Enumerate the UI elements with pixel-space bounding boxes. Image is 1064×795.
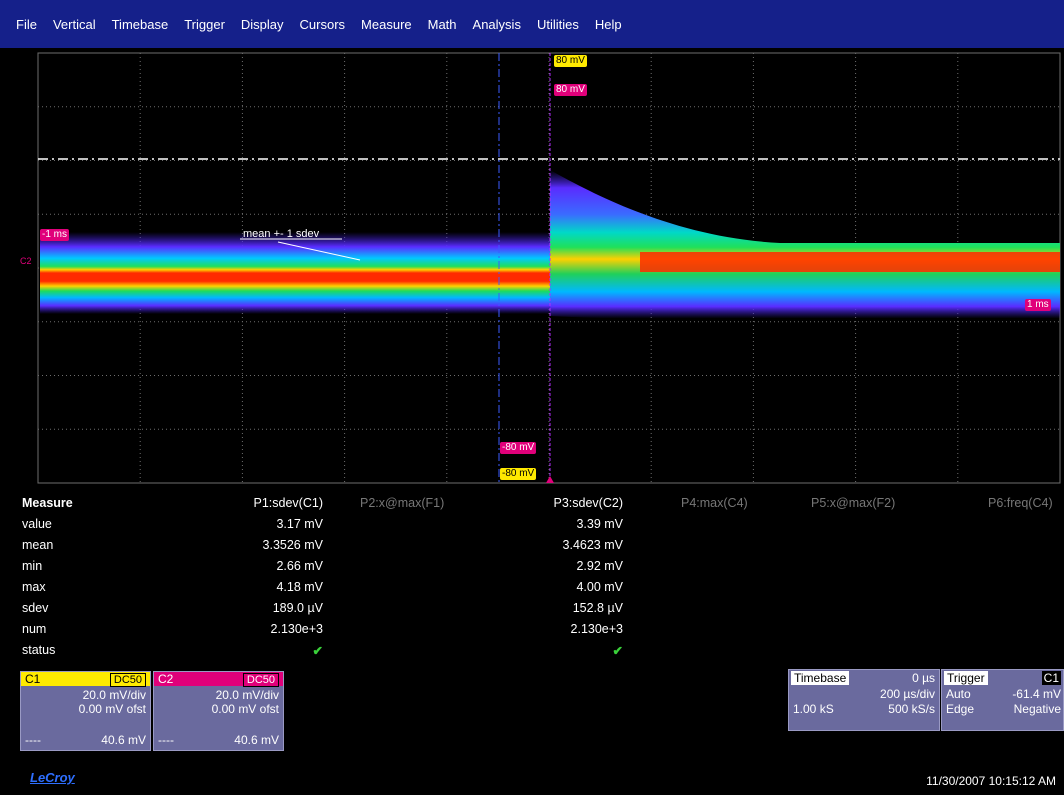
c2-vdiv: 20.0 mV/div [215, 688, 279, 702]
trace-c2-persistence [550, 170, 1060, 319]
trace-c1-persistence [40, 232, 550, 314]
c1-foot-right: 40.6 mV [101, 733, 146, 747]
row-label: sdev [22, 601, 49, 615]
p1-status-check-icon: ✔ [312, 644, 323, 658]
row-label: max [22, 580, 46, 594]
param-p4[interactable]: P4:max(C4) [681, 496, 748, 510]
p3-max: 4.00 mV [576, 580, 623, 594]
p1-min: 2.66 mV [276, 559, 323, 573]
trigger-source: C1 [1041, 671, 1061, 685]
p1-max: 4.18 mV [276, 580, 323, 594]
p1-num: 2.130e+3 [270, 622, 323, 636]
c2-offset: 0.00 mV ofst [211, 702, 279, 716]
menu-math[interactable]: Math [427, 16, 457, 32]
menu-file[interactable]: File [16, 16, 37, 32]
row-label: mean [22, 538, 54, 552]
param-p5[interactable]: P5:x@max(F2) [811, 496, 896, 510]
p1-sdev: 189.0 µV [272, 601, 323, 615]
param-p1[interactable]: P1:sdev(C1) [253, 496, 323, 510]
trigger-descriptor[interactable]: Trigger C1 Auto -61.4 mV Edge Negative [941, 669, 1064, 731]
waveform-display[interactable]: mean +- 1 sdev C2 80 mV 80 mV -80 mV -80… [0, 48, 1064, 488]
c1-offset: 0.00 mV ofst [78, 702, 146, 716]
p3-num: 2.130e+3 [570, 622, 623, 636]
timebase-descriptor[interactable]: Timebase 0 µs 200 µs/div 1.00 kS 500 kS/… [788, 669, 940, 731]
menu-cursors[interactable]: Cursors [299, 16, 346, 32]
measure-header-row: Measure P1:sdev(C1) P2:x@max(F1) P3:sdev… [0, 496, 1064, 516]
p3-mean: 3.4623 mV [562, 538, 623, 552]
waveform-canvas: mean +- 1 sdev C2 [20, 52, 1061, 484]
row-label: num [22, 622, 47, 636]
menu-trigger[interactable]: Trigger [184, 16, 225, 32]
c2-foot-right: 40.6 mV [234, 733, 279, 747]
c1-top-scale-label: 80 mV [554, 55, 587, 67]
trigger-type: Edge [946, 702, 975, 716]
c1-coupling: DC50 [109, 673, 146, 687]
trigger-level: -61.4 mV [1012, 687, 1061, 701]
measure-row-num: num 2.130e+3 2.130e+3 [0, 622, 1064, 642]
measure-row-mean: mean 3.3526 mV 3.4623 mV [0, 538, 1064, 558]
c2-foot-left: ---- [158, 733, 174, 747]
p3-status-check-icon: ✔ [612, 644, 623, 658]
c2-header: C2 DC50 [154, 672, 283, 687]
menu-measure[interactable]: Measure [361, 16, 412, 32]
row-label: value [22, 517, 52, 531]
trigger-title: Trigger [944, 671, 988, 685]
c1-header: C1 DC50 [21, 672, 150, 687]
row-label: min [22, 559, 43, 573]
right-time-label: 1 ms [1025, 299, 1051, 311]
measure-title: Measure [22, 496, 73, 510]
timestamp: 11/30/2007 10:15:12 AM [926, 774, 1056, 788]
c2-bottom-scale-label: -80 mV [500, 442, 537, 454]
menu-analysis[interactable]: Analysis [472, 16, 521, 32]
timebase-tdiv: 200 µs/div [880, 687, 935, 701]
annotation-text: mean +- 1 sdev [243, 228, 320, 240]
timebase-title: Timebase [791, 671, 850, 685]
annotation-pointer [277, 241, 361, 261]
menu-bar: File Vertical Timebase Trigger Display C… [0, 0, 1064, 48]
c1-bottom-scale-label: -80 mV [500, 468, 537, 480]
trigger-mode: Auto [946, 687, 971, 701]
c2-coupling: DC50 [242, 673, 279, 687]
c1-name: C1 [25, 672, 41, 686]
menu-display[interactable]: Display [240, 16, 284, 32]
c2-ground-marker[interactable]: C2 [20, 256, 32, 266]
menu-help[interactable]: Help [594, 16, 622, 32]
timebase-rate: 500 kS/s [888, 702, 935, 716]
timebase-samples: 1.00 kS [793, 702, 834, 716]
measure-row-value: value 3.17 mV 3.39 mV [0, 517, 1064, 537]
measure-row-min: min 2.66 mV 2.92 mV [0, 559, 1064, 579]
menu-timebase[interactable]: Timebase [111, 16, 169, 32]
measure-table: Measure P1:sdev(C1) P2:x@max(F1) P3:sdev… [0, 496, 1064, 666]
row-label: status [22, 643, 56, 657]
menu-utilities[interactable]: Utilities [536, 16, 579, 32]
channel-c1-descriptor[interactable]: C1 DC50 20.0 mV/div 0.00 mV ofst ---- 40… [20, 671, 151, 751]
left-time-label: -1 ms [40, 229, 69, 241]
brand-logo[interactable]: LeCroy [30, 770, 75, 785]
p3-sdev: 152.8 µV [572, 601, 623, 615]
measure-row-max: max 4.18 mV 4.00 mV [0, 580, 1064, 600]
p1-mean: 3.3526 mV [262, 538, 323, 552]
p1-value: 3.17 mV [276, 517, 323, 531]
measure-row-status: status ✔ ✔ [0, 643, 1064, 663]
c1-vdiv: 20.0 mV/div [82, 688, 146, 702]
trace-c2-core [640, 252, 1060, 272]
p3-min: 2.92 mV [576, 559, 623, 573]
channel-c2-descriptor[interactable]: C2 DC50 20.0 mV/div 0.00 mV ofst ---- 40… [153, 671, 284, 751]
c2-top-scale-label: 80 mV [554, 84, 587, 96]
param-p3[interactable]: P3:sdev(C2) [553, 496, 623, 510]
menu-vertical[interactable]: Vertical [52, 16, 96, 32]
param-p6[interactable]: P6:freq(C4) [988, 496, 1053, 510]
measure-row-sdev: sdev 189.0 µV 152.8 µV [0, 601, 1064, 621]
c1-foot-left: ---- [25, 733, 41, 747]
param-p2[interactable]: P2:x@max(F1) [360, 496, 445, 510]
c2-name: C2 [158, 672, 174, 686]
p3-value: 3.39 mV [576, 517, 623, 531]
trigger-slope: Negative [1013, 702, 1061, 716]
trigger-position-marker[interactable] [546, 476, 554, 483]
timebase-delay: 0 µs [912, 671, 935, 685]
